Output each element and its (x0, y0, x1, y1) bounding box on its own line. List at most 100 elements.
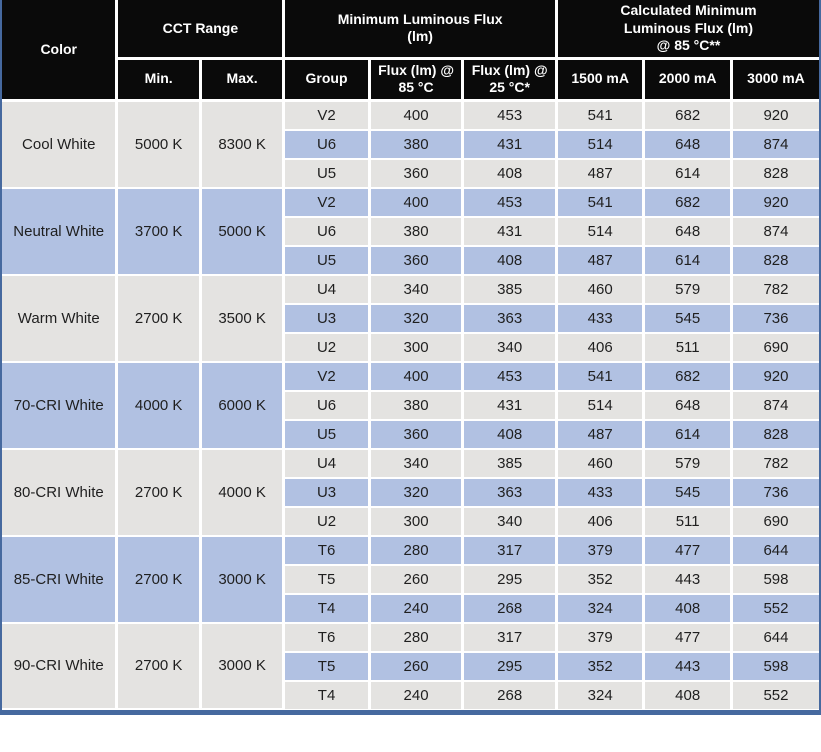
cell-group: T5 (283, 563, 371, 595)
cell-flux-25: 431 (461, 128, 558, 160)
cell-3000ma: 920 (729, 360, 819, 392)
table-row: U5 360 408 487 614 828 (2, 157, 819, 189)
cell-1500ma: 460 (554, 447, 646, 479)
cell-flux-85: 280 (367, 621, 465, 653)
cell-cct-min: 2700 K (115, 621, 202, 710)
table-header: Color CCT Range Minimum Luminous Flux (l… (2, 0, 819, 102)
cell-1500ma: 487 (554, 157, 646, 189)
table-row: T5 260 295 352 443 598 (2, 650, 819, 682)
table-row: U2 300 340 406 511 690 (2, 505, 819, 537)
cell-2000ma: 682 (642, 186, 733, 218)
cell-1500ma: 514 (554, 215, 646, 247)
cell-2000ma: 511 (642, 505, 733, 537)
header-group: Group (282, 56, 371, 102)
cell-group: U2 (283, 331, 371, 363)
header-flux-85: Flux (lm) @ 85 °C (367, 56, 465, 102)
cell-flux-85: 300 (367, 331, 465, 363)
header-cct-range: CCT Range (115, 0, 286, 60)
cell-1500ma: 324 (554, 679, 646, 709)
header-row-sub: Min. Max. Group Flux (lm) @ 85 °C Flux (… (2, 56, 819, 102)
cell-flux-85: 360 (367, 244, 465, 276)
cell-group: V2 (282, 99, 371, 131)
cell-flux-85: 380 (367, 128, 465, 160)
cell-2000ma: 648 (642, 215, 733, 247)
cell-2000ma: 477 (642, 621, 733, 653)
cell-flux-25: 363 (461, 476, 558, 508)
cell-flux-25: 408 (461, 157, 558, 189)
cell-flux-85: 340 (367, 447, 465, 479)
cell-flux-25: 268 (461, 592, 558, 624)
table-row: U5 360 408 487 614 828 (2, 244, 819, 276)
cell-group: T5 (283, 650, 371, 682)
cell-2000ma: 443 (642, 563, 733, 595)
cell-cct-min: 2700 K (115, 447, 202, 537)
cell-1500ma: 541 (554, 99, 646, 131)
cell-2000ma: 443 (642, 650, 733, 682)
cell-flux-25: 408 (461, 244, 558, 276)
cell-3000ma: 920 (729, 186, 819, 218)
table-body: Cool White 5000 K 8300 K V2 400 453 541 682 920 U… (2, 99, 819, 710)
cell-flux-25: 453 (461, 360, 558, 392)
header-color: Color (2, 0, 119, 102)
cell-flux-25: 385 (461, 447, 558, 479)
cell-flux-85: 380 (367, 389, 465, 421)
cell-flux-25: 453 (461, 186, 558, 218)
flux-characteristics-table: Color CCT Range Minimum Luminous Flux (l… (2, 0, 819, 710)
cell-3000ma: 690 (729, 331, 819, 363)
cell-flux-25: 340 (461, 331, 558, 363)
cell-1500ma: 379 (554, 621, 646, 653)
cell-cct-max: 6000 K (198, 360, 286, 450)
header-min: Min. (116, 56, 202, 102)
cell-2000ma: 648 (642, 128, 733, 160)
cell-flux-25: 295 (461, 563, 558, 595)
header-max: Max. (198, 56, 286, 102)
cell-cct-max: 3000 K (198, 621, 286, 710)
cell-2000ma: 511 (642, 331, 733, 363)
cell-color: 70-CRI White (2, 360, 119, 450)
cell-3000ma: 598 (729, 563, 819, 595)
cell-2000ma: 477 (642, 534, 733, 566)
cell-2000ma: 682 (642, 99, 733, 131)
header-flux-25: Flux (lm) @ 25 °C* (461, 56, 558, 102)
cell-cct-max: 5000 K (198, 186, 286, 276)
cell-2000ma: 614 (642, 418, 733, 450)
cell-3000ma: 690 (729, 505, 819, 537)
cell-2000ma: 545 (642, 302, 733, 334)
cell-3000ma: 644 (729, 534, 819, 566)
header-3000ma: 3000 mA (729, 56, 819, 102)
table-row: 90-CRI White 2700 K 3000 K T6 280 317 379 477 64… (2, 621, 819, 710)
cell-1500ma: 487 (554, 418, 646, 450)
cell-3000ma: 782 (729, 447, 819, 479)
cell-1500ma: 352 (554, 563, 646, 595)
table-row: U3 320 363 433 545 736 (2, 302, 819, 334)
cell-3000ma: 828 (729, 244, 819, 276)
cell-2000ma: 614 (642, 157, 733, 189)
cell-1500ma: 324 (554, 592, 646, 624)
cell-group: U3 (283, 476, 371, 508)
cell-1500ma: 352 (554, 650, 646, 682)
cell-2000ma: 648 (642, 389, 733, 421)
cell-group: U6 (283, 389, 371, 421)
cell-group: U6 (283, 215, 371, 247)
cell-2000ma: 682 (642, 360, 733, 392)
cell-3000ma: 920 (729, 99, 819, 131)
table-row: T5 260 295 352 443 598 (2, 563, 819, 595)
cell-3000ma: 874 (729, 389, 819, 421)
cell-cct-min: 3700 K (115, 186, 202, 276)
cell-flux-85: 360 (367, 157, 465, 189)
cell-cct-max: 3500 K (198, 273, 286, 363)
table-row: U3 320 363 433 545 736 (2, 476, 819, 508)
table-row: Warm White 2700 K 3500 K U4 340 385 460 579 782 (2, 273, 819, 363)
cell-3000ma: 736 (729, 476, 819, 508)
cell-1500ma: 433 (554, 476, 646, 508)
table-row: T4 240 268 324 408 552 (2, 592, 819, 624)
cell-3000ma: 782 (729, 273, 819, 305)
cell-3000ma: 644 (729, 621, 819, 653)
cell-group: V2 (282, 186, 371, 218)
cell-cct-min: 2700 K (115, 534, 202, 624)
cell-cct-min: 2700 K (115, 273, 202, 363)
cell-3000ma: 874 (729, 215, 819, 247)
cell-group: U5 (283, 157, 371, 189)
table-row: U6 380 431 514 648 874 (2, 128, 819, 160)
cell-3000ma: 874 (729, 128, 819, 160)
